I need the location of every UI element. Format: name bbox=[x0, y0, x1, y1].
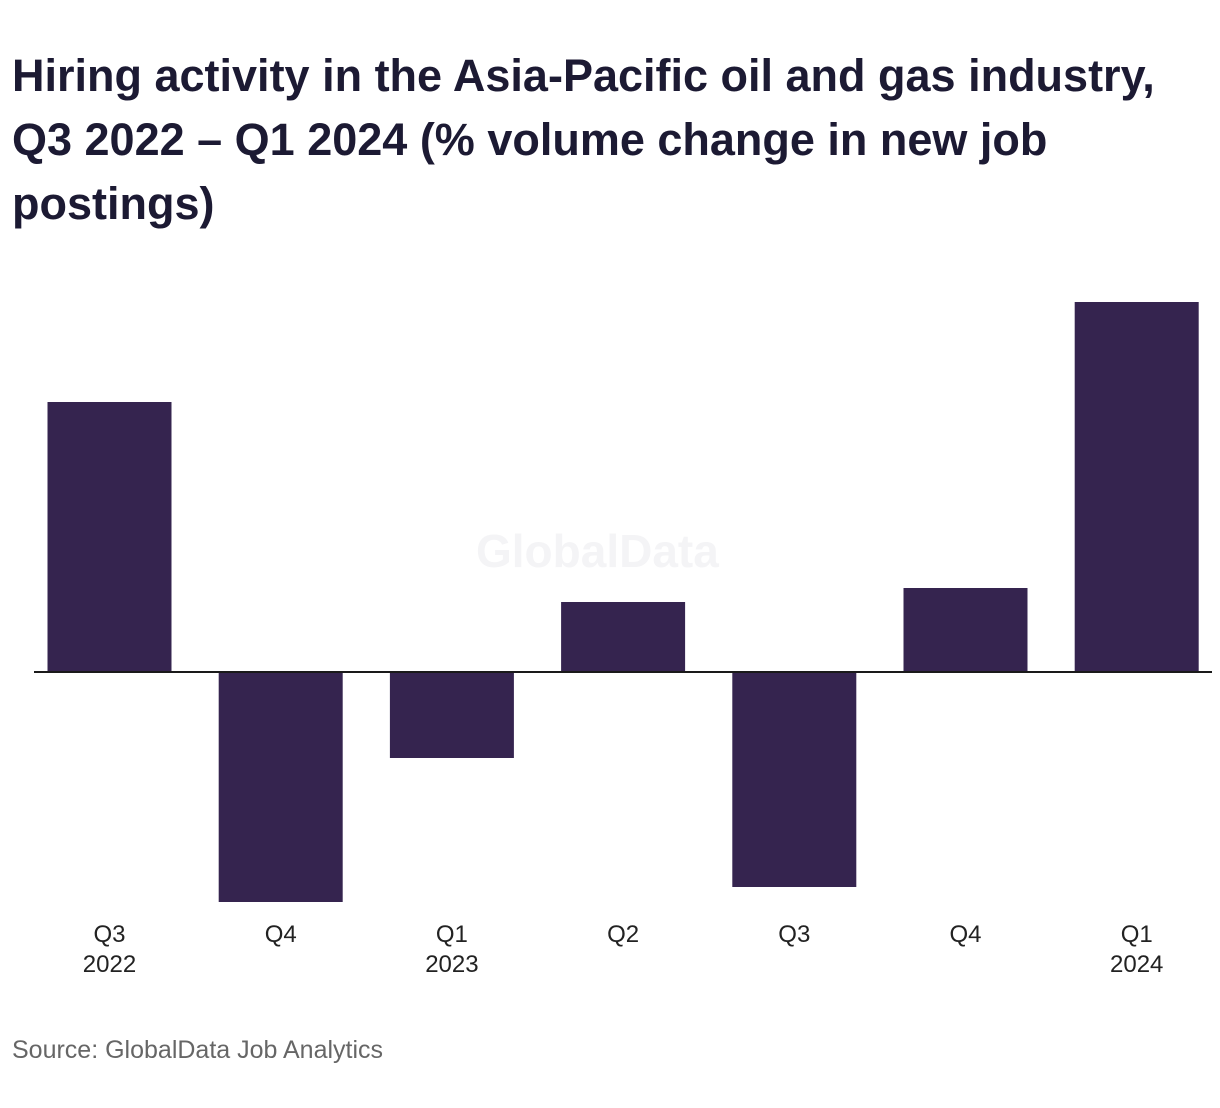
x-tick-label: Q2 bbox=[607, 921, 639, 948]
bar-q1-2024 bbox=[1074, 302, 1199, 672]
x-tick-label: Q4 bbox=[265, 921, 297, 948]
bars-group bbox=[47, 302, 1199, 902]
x-tick-labels: Q3 2022 Q4 Q1 2023 Q2 Q3 Q4 Q1 2024 bbox=[83, 921, 1164, 978]
bar-q3-2022 bbox=[47, 402, 172, 672]
x-tick-label: Q1 2024 bbox=[1110, 921, 1163, 978]
bar-q1-2023 bbox=[389, 672, 514, 758]
x-tick-label: Q3 bbox=[778, 921, 810, 948]
x-tick-label: Q1 2023 bbox=[425, 921, 478, 978]
x-tick-label: Q3 2022 bbox=[83, 921, 136, 978]
bar-q2 bbox=[561, 602, 686, 672]
x-tick-label: Q4 bbox=[949, 921, 981, 948]
bar-q4 bbox=[218, 672, 343, 902]
chart-title: Hiring activity in the Asia-Pacific oil … bbox=[12, 50, 1155, 229]
source-note: Source: GlobalData Job Analytics bbox=[12, 1036, 384, 1064]
bar-q3 bbox=[732, 672, 857, 887]
bar-q4 bbox=[903, 588, 1028, 672]
watermark: GlobalData bbox=[476, 525, 719, 577]
